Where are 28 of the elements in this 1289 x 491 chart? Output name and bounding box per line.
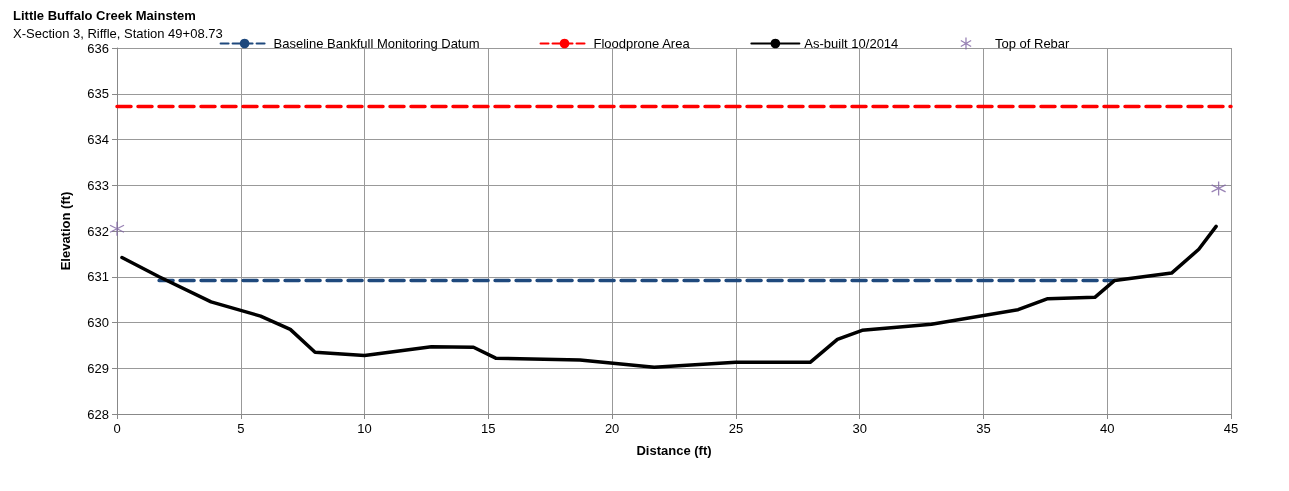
legend-label: Baseline Bankfull Monitoring Datum — [273, 36, 480, 51]
chart-subtitle: X-Section 3, Riffle, Station 49+08.73 — [13, 26, 223, 41]
y-tick-label: 632 — [87, 223, 109, 239]
x-tick-label: 15 — [481, 421, 496, 436]
y-tick-label: 634 — [87, 132, 109, 147]
x-tick-label: 35 — [976, 421, 991, 436]
y-tick-label: 636 — [87, 40, 109, 56]
y-tick-label: 635 — [87, 86, 109, 102]
y-tick-label: 629 — [87, 360, 109, 376]
legend-label: As-built 10/2014 — [804, 36, 899, 51]
x-tick-label: 40 — [1099, 421, 1115, 436]
y-tick-label: 633 — [87, 177, 109, 193]
x-tick-label: 20 — [604, 421, 620, 436]
chart-title: Little Buffalo Creek Mainstem — [13, 8, 196, 23]
y-tick-label: 628 — [87, 406, 109, 422]
x-tick-label: 30 — [852, 421, 867, 436]
x-tick-label: 25 — [728, 421, 744, 436]
line-series — [120, 224, 1218, 370]
x-tick-label: 10 — [357, 421, 372, 436]
x-tick-label: 0 — [113, 421, 121, 436]
legend-label: Floodprone Area — [593, 36, 691, 51]
x-tick-label: 5 — [237, 421, 245, 436]
y-tick-label: 631 — [87, 269, 109, 285]
x-tick-label: 45 — [1223, 421, 1239, 436]
legend-label: Top of Rebar — [994, 36, 1071, 51]
y-axis-title: Elevation (ft) — [58, 191, 73, 271]
y-tick-label: 630 — [87, 315, 109, 330]
x-axis-title: Distance (ft) — [636, 443, 712, 458]
